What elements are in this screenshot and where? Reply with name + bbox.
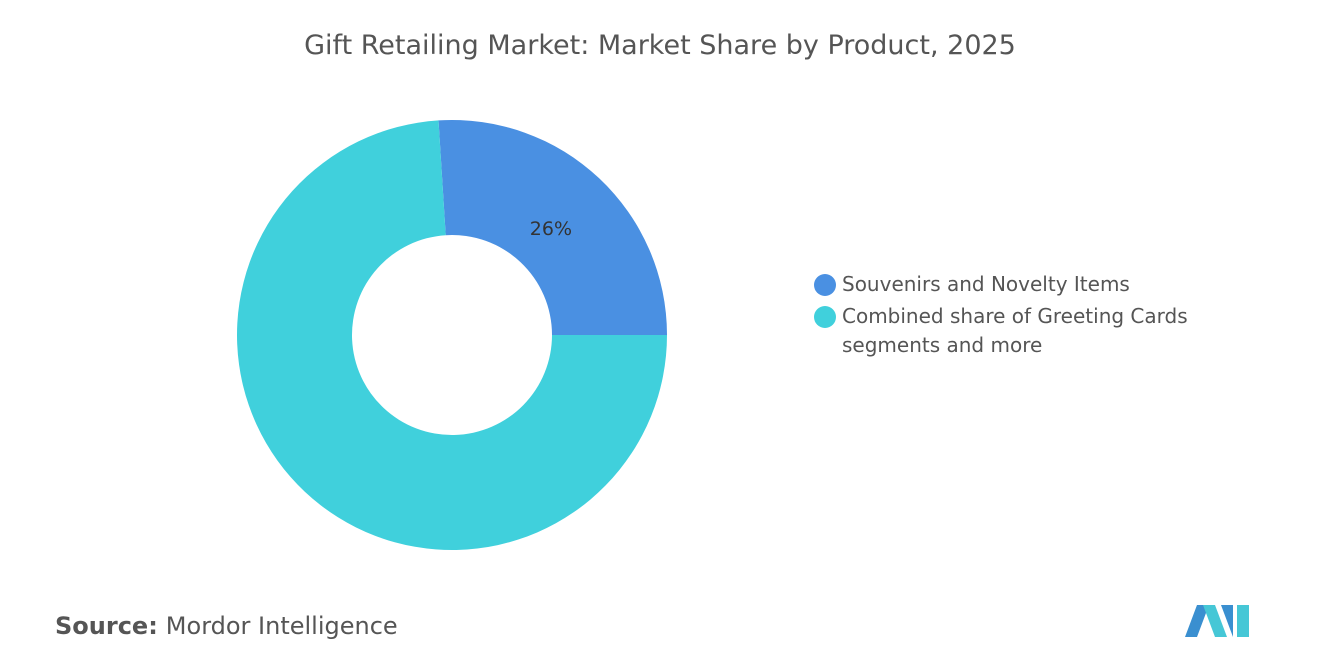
chart-title: Gift Retailing Market: Market Share by P… (304, 30, 1016, 61)
value-label: 26% (530, 218, 572, 240)
legend: Souvenirs and Novelty Items Combined shar… (812, 270, 1292, 363)
legend-label: Combined share of Greeting Cards segment… (842, 304, 1188, 357)
legend-item: Souvenirs and Novelty Items (812, 270, 1292, 299)
legend-swatch (814, 306, 836, 328)
slice (438, 119, 667, 335)
source-text: Mordor Intelligence (165, 612, 398, 640)
legend-label: Souvenirs and Novelty Items (842, 272, 1130, 296)
legend-swatch (814, 274, 836, 296)
slice (237, 120, 668, 550)
source-label: Source: (55, 612, 158, 640)
source: Source: Mordor Intelligence (55, 612, 398, 640)
logo (1185, 605, 1249, 637)
legend-item: Combined share of Greeting Cards segment… (812, 302, 1292, 360)
